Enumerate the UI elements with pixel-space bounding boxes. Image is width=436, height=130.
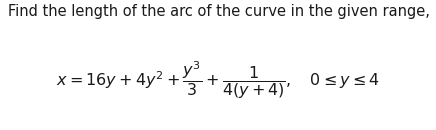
Text: Find the length of the arc of the curve in the given range,: Find the length of the arc of the curve … (8, 4, 430, 19)
Text: $x = 16y + 4y^{2} + \dfrac{y^{3}}{3} + \dfrac{1}{4(y+4)},$$\quad 0 \leq y \leq 4: $x = 16y + 4y^{2} + \dfrac{y^{3}}{3} + \… (56, 60, 380, 101)
